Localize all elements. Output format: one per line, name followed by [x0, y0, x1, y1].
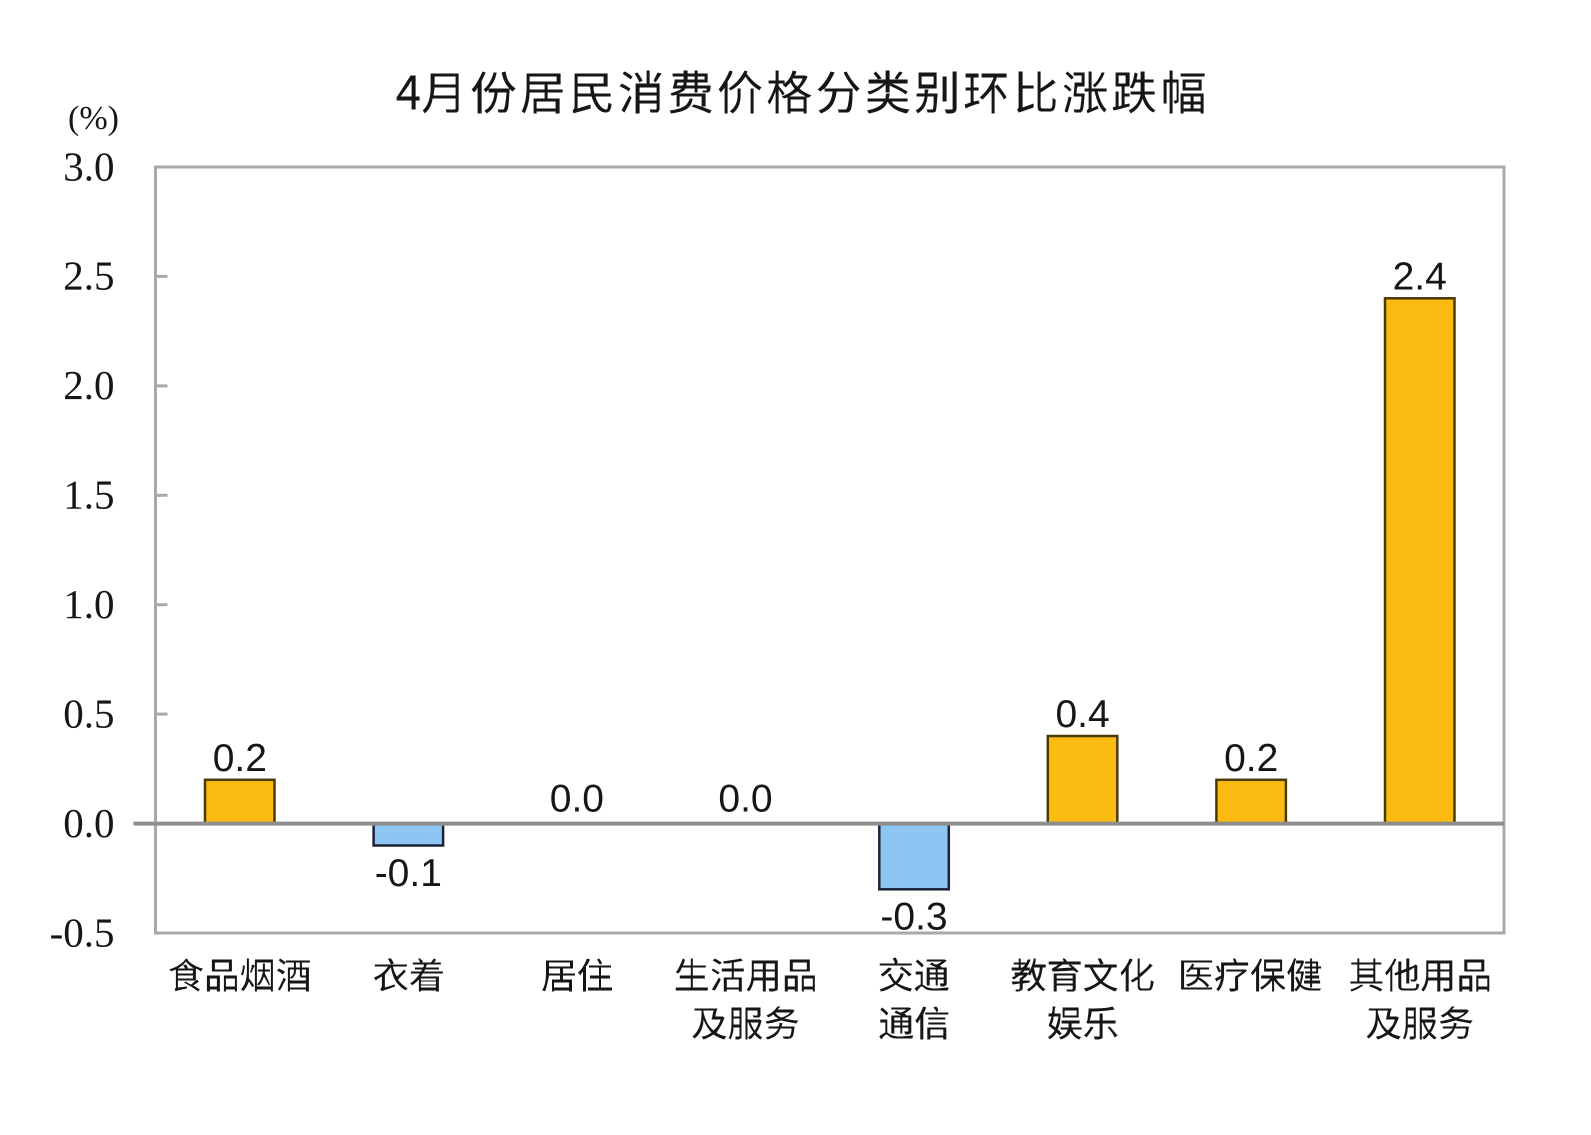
svg-text:(%): (%) [68, 100, 119, 137]
svg-text:1.5: 1.5 [63, 472, 114, 518]
svg-text:2.5: 2.5 [63, 253, 114, 299]
svg-text:2.0: 2.0 [63, 362, 114, 408]
svg-text:0.0: 0.0 [550, 778, 604, 821]
svg-text:0.2: 0.2 [1224, 737, 1278, 780]
svg-text:0.0: 0.0 [63, 800, 114, 846]
svg-text:0.0: 0.0 [718, 778, 772, 821]
svg-text:0.2: 0.2 [213, 737, 267, 780]
svg-text:-0.1: -0.1 [375, 852, 442, 895]
svg-text:1.0: 1.0 [63, 581, 114, 627]
svg-text:3.0: 3.0 [63, 143, 114, 189]
svg-text:2.4: 2.4 [1393, 255, 1447, 298]
svg-text:-0.5: -0.5 [50, 909, 115, 955]
svg-text:-0.3: -0.3 [880, 896, 947, 939]
svg-text:0.4: 0.4 [1055, 693, 1109, 736]
svg-text:0.5: 0.5 [63, 690, 114, 736]
